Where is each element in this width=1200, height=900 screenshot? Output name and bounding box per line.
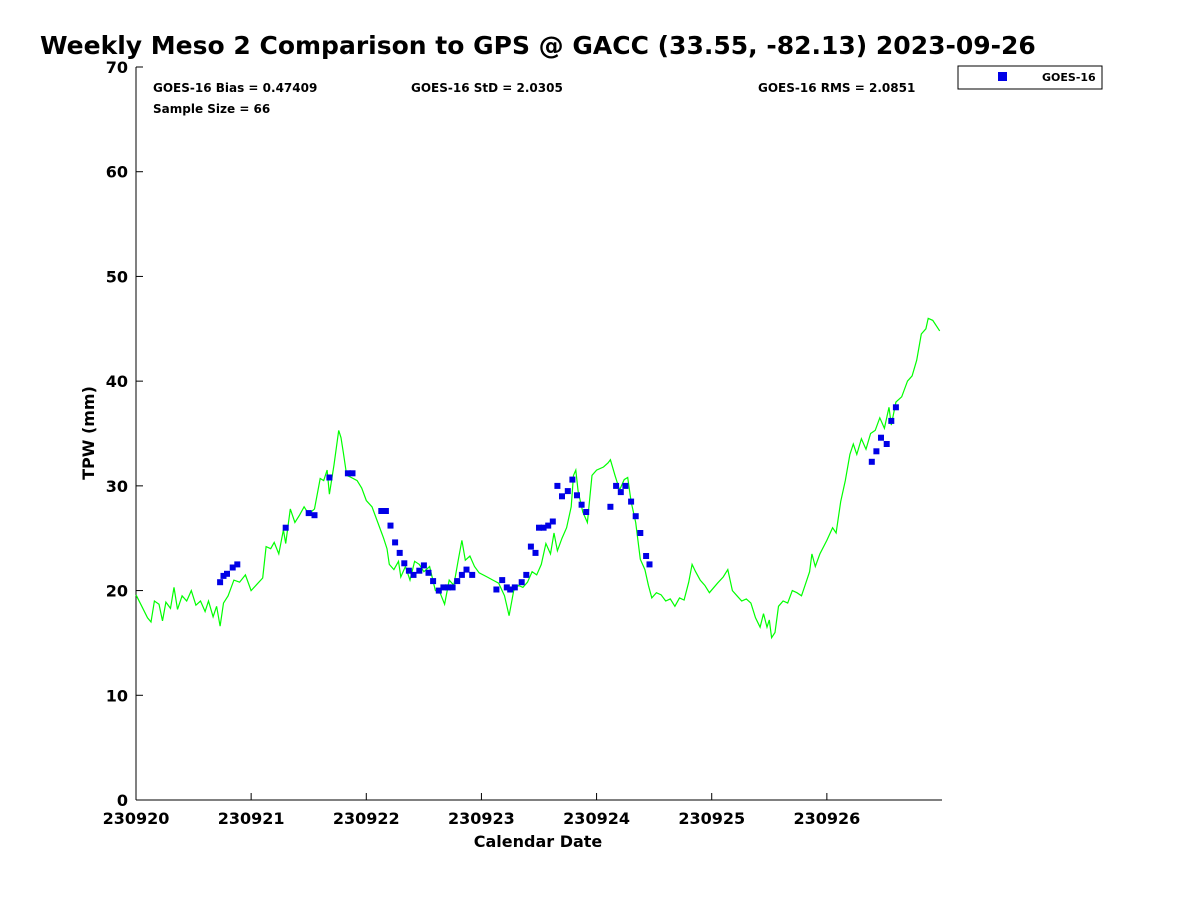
goes16-point: [401, 560, 408, 567]
goes16-point: [469, 571, 476, 578]
goes16-point: [622, 482, 629, 489]
goes16-point: [892, 404, 899, 411]
goes16-point: [229, 564, 236, 571]
goes16-point: [643, 553, 650, 559]
goes16-point: [282, 524, 289, 531]
goes16-point: [545, 522, 552, 529]
goes16-point: [536, 524, 542, 531]
goes16-point: [493, 586, 500, 593]
goes16-point: [559, 493, 565, 500]
goes16-point: [583, 509, 590, 515]
goes16-point: [868, 458, 875, 465]
legend-label: GOES-16: [1042, 71, 1096, 84]
plot-area: 0 10 20 30 40 50 60 70 230920 230921 230922 230923…: [103, 58, 942, 828]
goes16-point: [574, 492, 580, 499]
goes16-point: [220, 572, 227, 579]
goes16-point: [311, 512, 318, 519]
y-axis-ticks: 0 10 20 30 40 50 60 70: [106, 58, 143, 810]
goes16-point: [445, 584, 451, 591]
goes16-point: [499, 577, 506, 584]
goes16-point: [234, 561, 241, 568]
y-tick-label: 30: [106, 477, 128, 496]
goes16-point: [511, 584, 518, 591]
goes16-point: [425, 569, 432, 576]
x-tick-label: 230922: [333, 809, 400, 828]
goes16-point: [387, 522, 394, 529]
goes16-point: [578, 501, 585, 508]
goes16-point: [628, 498, 635, 505]
goes16-point: [883, 441, 890, 447]
goes16-point: [217, 579, 224, 586]
x-axis-ticks: 230920 230921 230922 230923 230924 230925 2309…: [103, 793, 860, 828]
goes16-point: [523, 571, 530, 578]
y-tick-label: 20: [106, 582, 128, 601]
goes16-point: [518, 579, 525, 586]
y-tick-label: 10: [106, 686, 128, 705]
series-layer: [135, 317, 941, 640]
goes16-point: [349, 470, 356, 477]
y-tick-label: 40: [106, 372, 128, 391]
y-tick-label: 0: [117, 791, 128, 810]
goes16-point: [458, 571, 465, 578]
x-tick-label: 230926: [793, 809, 860, 828]
goes16-point: [507, 586, 514, 593]
goes16-point: [449, 584, 456, 591]
goes16-point: [405, 567, 412, 574]
legend-marker: [998, 72, 1007, 81]
goes16-point: [613, 482, 620, 489]
goes16-point: [454, 578, 461, 585]
goes16-point: [305, 510, 312, 517]
x-tick-label: 230923: [448, 809, 515, 828]
legend-box: [957, 65, 1103, 90]
x-tick-label: 230924: [563, 809, 630, 828]
goes16-point: [326, 474, 333, 481]
goes16-point: [463, 566, 470, 573]
goes16-point: [416, 567, 423, 574]
goes16-point: [569, 476, 576, 483]
goes16-point: [435, 587, 442, 594]
goes16-point: [637, 530, 644, 536]
goes16-point: [888, 417, 895, 424]
goes16-point: [873, 448, 880, 455]
goes16-point: [344, 470, 351, 477]
y-tick-label: 70: [106, 58, 128, 77]
x-tick-label: 230925: [678, 809, 745, 828]
goes16-point: [420, 562, 427, 569]
goes16-point: [382, 508, 389, 514]
legend: GOES-16: [957, 65, 1103, 90]
goes16-point: [378, 508, 385, 514]
y-tick-label: 60: [106, 163, 128, 182]
goes16-point: [540, 524, 547, 531]
goes16-point: [532, 549, 539, 556]
goes16-point: [632, 513, 639, 520]
stat-bias: GOES-16 Bias = 0.47409: [153, 81, 317, 95]
goes16-point: [224, 570, 230, 577]
x-tick-label: 230920: [103, 809, 170, 828]
goes16-point: [878, 434, 884, 441]
goes16-point: [527, 543, 534, 550]
goes16-point: [646, 561, 653, 568]
goes16-point: [554, 482, 561, 489]
goes16-point: [564, 488, 571, 495]
stat-sample-size: Sample Size = 66: [153, 102, 270, 116]
y-axis-label: TPW (mm): [79, 386, 98, 480]
x-tick-label: 230921: [218, 809, 285, 828]
chart-title: Weekly Meso 2 Comparison to GPS @ GACC (…: [40, 31, 1036, 60]
goes16-point: [392, 539, 399, 546]
stat-rms: GOES-16 RMS = 2.0851: [758, 81, 915, 95]
gps-tpw-line: [135, 317, 941, 640]
goes16-point: [410, 571, 417, 578]
y-tick-label: 50: [106, 267, 128, 286]
stat-std: GOES-16 StD = 2.0305: [411, 81, 563, 95]
goes16-point: [440, 584, 447, 591]
goes16-point: [430, 578, 437, 585]
x-axis-label: Calendar Date: [474, 832, 603, 851]
goes16-point: [617, 489, 624, 496]
goes16-point: [396, 549, 403, 556]
goes16-point: [503, 584, 510, 591]
goes16-point: [549, 518, 556, 525]
goes16-point: [607, 503, 614, 510]
